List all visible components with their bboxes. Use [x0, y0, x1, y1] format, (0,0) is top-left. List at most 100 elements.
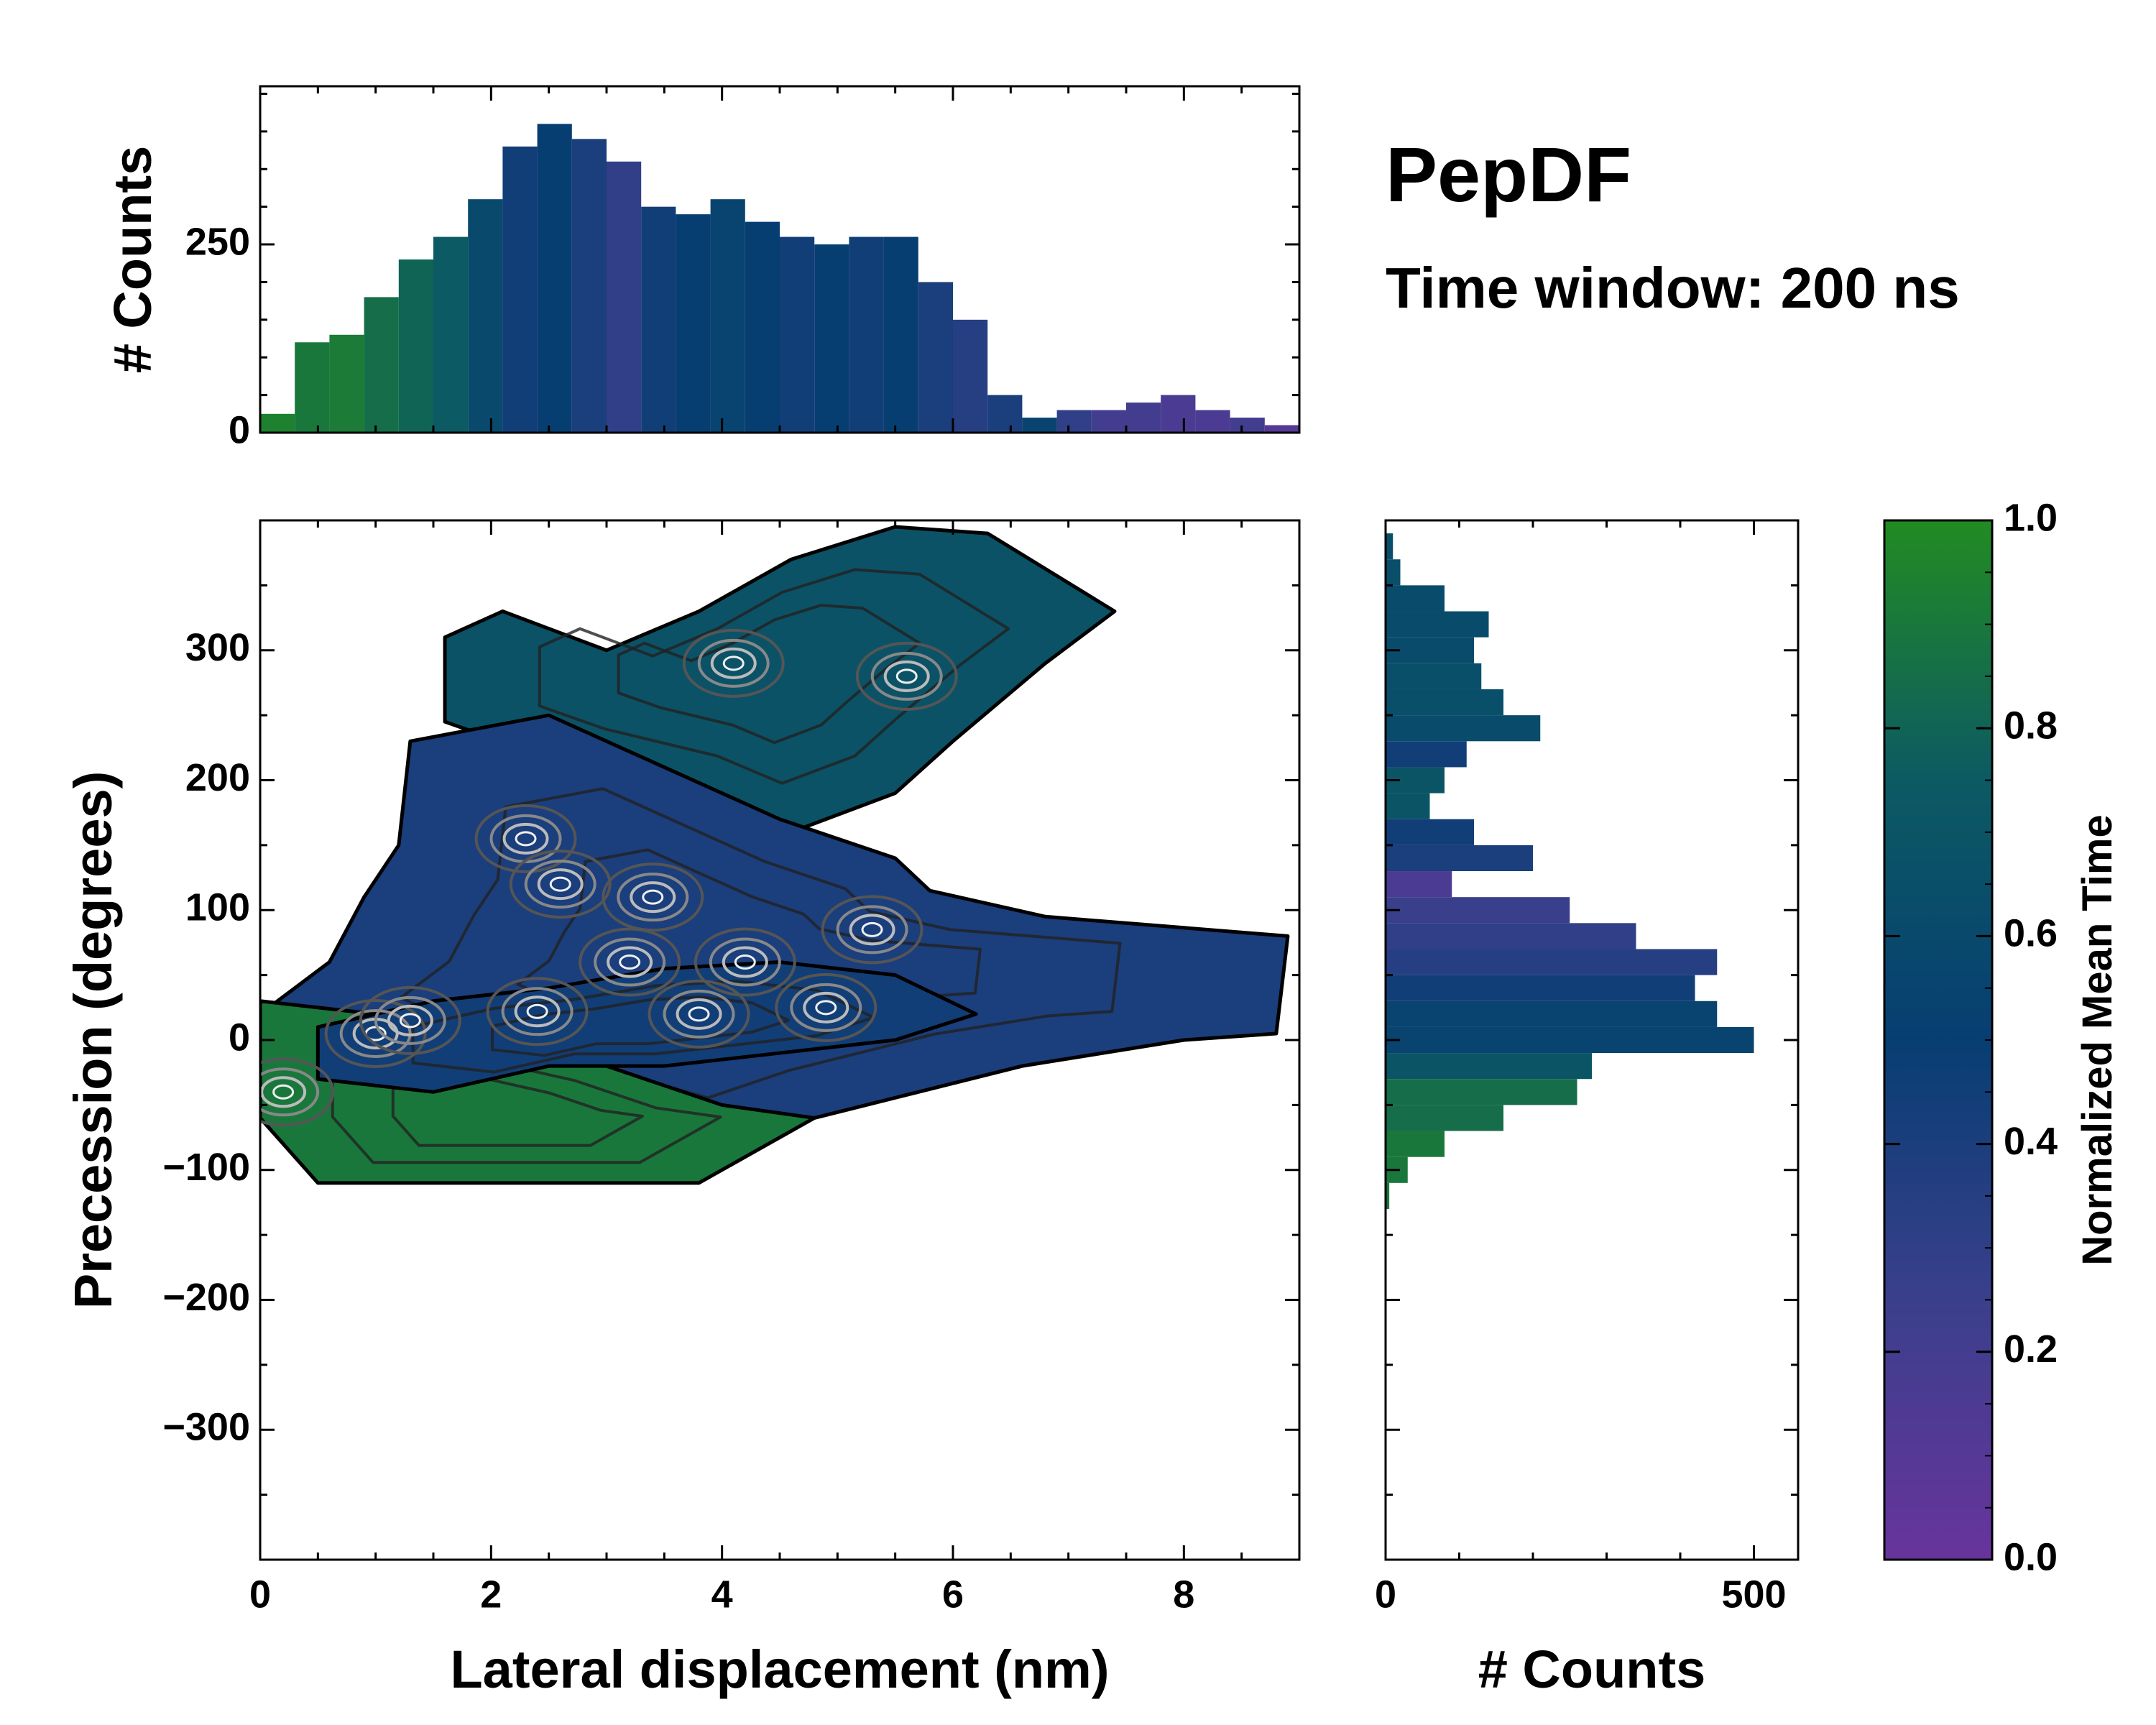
heatmap-hot-spot-contour — [688, 1006, 710, 1022]
heatmap-hot-spot-contour — [697, 638, 770, 688]
heatmap-hot-spot-contour — [399, 1013, 421, 1029]
colorbar-tick-label: 0.6 — [2004, 912, 2058, 955]
heatmap-hot-spot-contour — [579, 927, 681, 997]
heatmap-ytick-label: −200 — [162, 1276, 250, 1319]
heatmap-hot-spot-contour — [260, 1076, 307, 1108]
heatmap-hot-spot-contour — [722, 656, 745, 671]
right-histogram-bar — [1386, 611, 1489, 638]
top-histogram-bar — [849, 236, 884, 433]
right-histogram-bar — [1386, 897, 1570, 924]
colorbar: 0.0 0.2 0.4 0.6 0.8 1.0 Normalized Mean Time — [1883, 496, 2121, 1578]
top-histogram-bar — [1230, 418, 1265, 433]
top-histogram-bar — [641, 206, 676, 433]
top-histogram-bar — [468, 199, 503, 433]
top-histogram-bar — [260, 413, 295, 433]
heatmap-hot-spot-contour — [682, 628, 785, 698]
right-histogram-bar — [1386, 741, 1467, 768]
heatmap-contour-line — [538, 568, 1010, 785]
heatmap-hot-spot-contour — [619, 954, 641, 970]
right-histogram-bar — [1386, 845, 1533, 872]
top-histogram-bar — [780, 236, 815, 433]
heatmap-hot-spot-contour — [861, 921, 883, 937]
top-histogram-tick-label: 250 — [185, 220, 250, 263]
top-histogram-bar — [1299, 429, 1334, 433]
heatmap-ytick-label: 0 — [229, 1016, 250, 1059]
right-histogram-bar — [1386, 585, 1445, 612]
top-histogram-bar — [1022, 418, 1057, 433]
right-histogram-bar — [1386, 533, 1393, 560]
heatmap-hot-spot-contour — [694, 927, 796, 997]
heatmap-contour-line — [617, 604, 921, 745]
heatmap-ticks: 300 200 100 0 −100 −200 −300 0 2 4 6 8 — [162, 520, 1301, 1616]
right-histogram-bar — [1386, 949, 1718, 975]
top-histogram-bar — [676, 214, 711, 433]
heatmap-hot-spot-contour — [602, 862, 704, 932]
right-histogram-ticks: 0 500 — [1375, 520, 1798, 1616]
top-histogram-bar — [1161, 395, 1196, 433]
heatmap-hot-spot-contour — [630, 881, 676, 914]
right-histogram-bar — [1386, 637, 1474, 663]
right-histogram-bar — [1386, 1105, 1503, 1131]
heatmap-hot-spot-contour — [849, 914, 895, 946]
top-histogram-bar — [295, 342, 330, 433]
colorbar-tick-label: 0.4 — [2004, 1120, 2058, 1163]
heatmap-contour-line — [399, 787, 1122, 1100]
heatmap-hot-spot-contour — [502, 822, 549, 855]
heatmap-contours — [260, 628, 958, 1127]
heatmap-hot-spot-contour — [883, 660, 930, 692]
right-histogram-bar — [1386, 1026, 1754, 1054]
right-histogram-bar — [1386, 663, 1482, 689]
top-histogram-bar — [953, 319, 988, 433]
right-histogram-bar — [1386, 1182, 1390, 1209]
heatmap-hot-spot-contour — [524, 860, 596, 909]
heatmap-hot-spot-contour — [515, 831, 537, 847]
top-histogram-bar — [1195, 410, 1230, 433]
heatmap-xtick-label: 4 — [711, 1573, 733, 1616]
heatmap-hot-spot-contour — [790, 983, 862, 1032]
heatmap-hot-spot-contour — [260, 1057, 335, 1127]
heatmap-hot-spot-contour — [526, 1003, 548, 1019]
top-histogram-bar — [1264, 425, 1299, 433]
heatmap-hot-spot-contour — [722, 946, 768, 978]
heatmap-hot-spot-contour — [514, 995, 561, 1028]
right-histogram-bar — [1386, 1053, 1592, 1080]
top-histogram-bar — [433, 236, 469, 433]
top-histogram-ylabel: # Counts — [103, 146, 162, 374]
top-histogram-bar — [745, 221, 780, 433]
chart-title: PepDF — [1386, 131, 1631, 218]
heatmap-ylabel: Precession (degrees) — [63, 771, 123, 1310]
heatmap-hot-spot-contour — [676, 998, 722, 1030]
heatmap-contour-line — [491, 995, 791, 1057]
top-histogram-tick-label: 0 — [229, 408, 250, 451]
heatmap-xtick-label: 6 — [942, 1573, 964, 1616]
top-histogram-bar — [1056, 410, 1092, 433]
heatmap-hot-spot-contour — [895, 668, 918, 684]
heatmap-hot-spot-contour — [324, 998, 427, 1068]
colorbar-tick-label: 0.8 — [2004, 704, 2058, 747]
top-histogram-bar — [710, 199, 745, 433]
heatmap-regions — [260, 525, 1290, 1185]
heatmap-hot-spot-contour — [486, 977, 589, 1046]
right-histogram-xtick-label: 0 — [1375, 1573, 1396, 1616]
right-histogram-bar — [1386, 871, 1452, 898]
right-histogram-bars — [1386, 533, 1754, 1209]
heatmap-xtick-label: 2 — [480, 1573, 502, 1616]
right-histogram-bar — [1386, 923, 1636, 949]
top-histogram-bar — [814, 244, 849, 433]
heatmap-hot-spot-contour — [870, 651, 943, 701]
heatmap-hot-spot-contour — [474, 804, 577, 873]
right-histogram-bar — [1386, 975, 1695, 1001]
top-histogram-bars — [260, 124, 1334, 433]
right-histogram-xlabel: # Counts — [1478, 1639, 1706, 1699]
right-histogram-bar — [1386, 1079, 1577, 1105]
top-histogram-panel: 0 250 # Counts — [103, 85, 1334, 451]
heatmap-hot-spot-contour — [607, 946, 653, 978]
heatmap-hot-spot-contour — [855, 641, 958, 711]
heatmap-ytick-label: −300 — [162, 1406, 250, 1449]
heatmap-hot-spot-contour — [815, 1000, 837, 1016]
heatmap-hot-spot-contour — [272, 1084, 295, 1100]
heatmap-hot-spot-contour — [775, 972, 877, 1042]
heatmap-hot-spot-contour — [537, 868, 584, 901]
top-histogram-bar — [364, 297, 399, 433]
